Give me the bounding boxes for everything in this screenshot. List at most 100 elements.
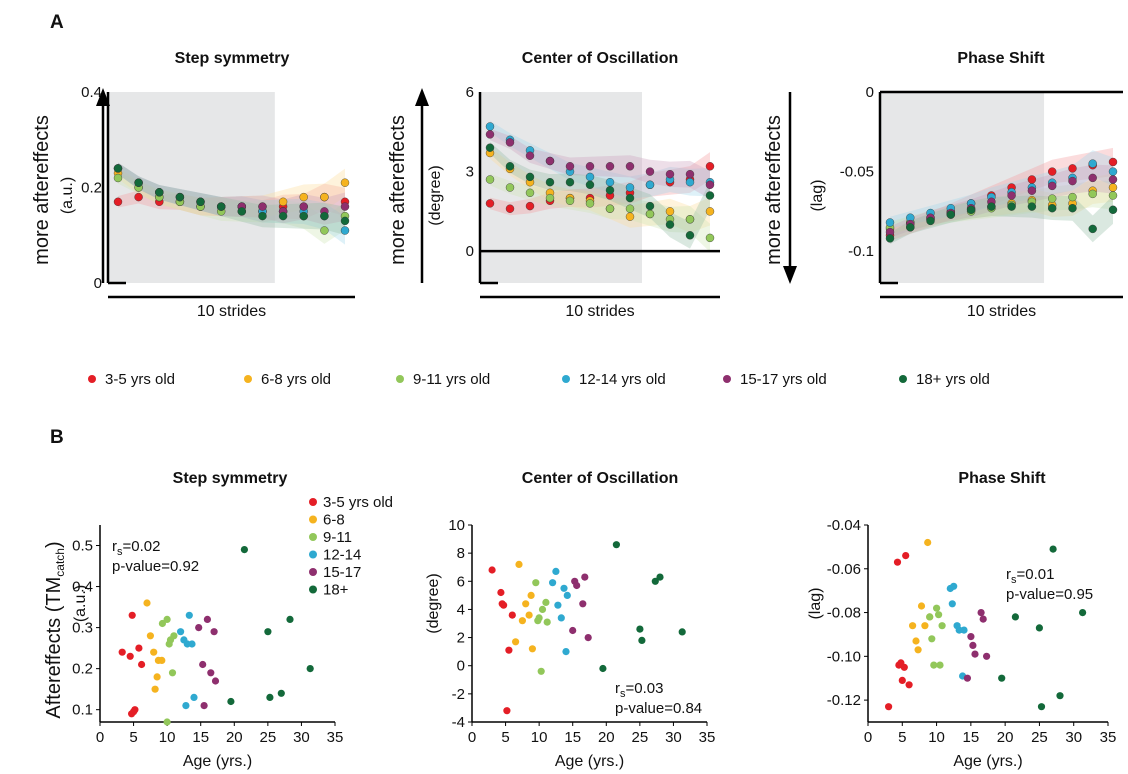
chart-b2-xtick-label: 10	[928, 729, 945, 746]
chart-b0-point-12-14-yrs-old	[182, 702, 190, 710]
chart-b1-point-9-11-yrs-old	[542, 598, 550, 607]
chart-b-step-symmetry: Step symmetry 0 5 10 15 20 25 30 35 0.1 0.2 0.3 0.4 0…	[43, 470, 343, 770]
chart-1-point-18-yrs-old	[605, 185, 615, 195]
chart-b0-point-18-yrs-old	[306, 665, 314, 673]
chart-b0-stat-r: rs=0.02	[112, 538, 160, 558]
chart-b2-point-15-17-yrs-old	[963, 674, 972, 682]
chart-b2-point-12-14-yrs-old	[948, 600, 956, 608]
chart-2-band-9-11-yrs-old	[890, 180, 1113, 234]
chart-b2-point-15-17-yrs-old	[979, 615, 987, 623]
chart-b1-point-3-5-yrs-old	[508, 611, 516, 619]
chart-b2-title: Phase Shift	[958, 470, 1046, 487]
chart-2-ytick-label: 0	[866, 84, 874, 101]
stat-r-value: =0.01	[1017, 566, 1055, 583]
chart-b0-point-9-11-yrs-old	[158, 619, 166, 628]
chart-0-point-18-yrs-old	[134, 178, 143, 187]
chart-b2-point-18-yrs-old	[1035, 624, 1043, 632]
chart-b1-ytick-label: 2	[457, 630, 465, 647]
chart-0-point-15-17-yrs-old	[299, 202, 308, 211]
chart-2-point-18-yrs-old	[1088, 224, 1097, 234]
chart-b1-xtick-label: 5	[501, 729, 509, 746]
chart-b2-point-6-8-yrs-old	[921, 622, 929, 630]
chart-b0-point-3-5-yrs-old	[130, 708, 138, 716]
chart-b2-point-9-11-yrs-old	[936, 661, 944, 669]
chart-1-point-18-yrs-old	[485, 143, 495, 152]
chart-b1-point-15-17-yrs-old	[573, 581, 581, 590]
chart-b1-point-12-14-yrs-old	[557, 614, 565, 622]
chart-1-point-12-14-yrs-old	[685, 177, 695, 187]
stat-r-sub: s	[117, 546, 123, 558]
chart-0-point-3-5-yrs-old	[134, 192, 143, 202]
stat-r-letter: r	[112, 538, 117, 555]
legend-b-label-12-14: 12-14	[323, 547, 361, 564]
chart-b2-xtick-label: 30	[1065, 729, 1082, 746]
chart-0-point-15-17-yrs-old	[258, 202, 267, 211]
chart-0-point-6-8-yrs-old	[278, 197, 288, 207]
chart-2-ytick-label: -0.1	[848, 243, 874, 260]
chart-a-center-of-oscillation: Center of Oscillation 0 3 6 10 strides (degre…	[387, 50, 720, 320]
chart-b2-point-6-8-yrs-old	[914, 646, 922, 654]
chart-1-point-15-17-yrs-old	[525, 151, 535, 160]
chart-1-point-9-11-yrs-old	[485, 175, 495, 184]
chart-b1-point-15-17-yrs-old	[581, 573, 589, 581]
chart-1-point-6-8-yrs-old	[705, 207, 715, 216]
chart-b1-point-12-14-yrs-old	[554, 601, 562, 609]
chart-b0-point-12-14-yrs-old	[185, 611, 193, 619]
chart-1-point-9-11-yrs-old	[625, 204, 635, 213]
chart-1-band-6-8-yrs-old	[490, 147, 710, 233]
legend-label-18-yrs-old: 18+ yrs old	[916, 371, 990, 388]
chart-b1-point-12-14-yrs-old	[560, 584, 568, 592]
legend-marker-6-8-yrs-old	[244, 375, 252, 383]
chart-1-point-12-14-yrs-old	[645, 180, 655, 190]
chart-b1-ytick-label: 4	[457, 601, 465, 618]
chart-0-band-3-5-yrs-old	[118, 183, 345, 223]
chart-2-point-18-yrs-old	[987, 202, 996, 211]
chart-0-title: Step symmetry	[175, 50, 290, 67]
chart-2-shade	[880, 92, 1045, 283]
legend-label-15-17-yrs-old: 15-17 yrs old	[740, 371, 827, 388]
legend-b-label-9-11: 9-11	[323, 529, 352, 546]
chart-b1-point-15-17-yrs-old	[584, 634, 592, 642]
chart-1-point-18-yrs-old	[625, 193, 635, 203]
chart-1-point-15-17-yrs-old	[485, 130, 495, 139]
chart-b0-ytick-label: 0.4	[72, 579, 93, 596]
chart-1-point-12-14-yrs-old	[485, 122, 495, 131]
chart-2-point-15-17-yrs-old	[1027, 186, 1037, 195]
chart-b0-point-9-11-yrs-old	[163, 718, 171, 726]
chart-b2-point-12-14-yrs-old	[960, 626, 968, 634]
chart-b1-y-label: (degree)	[425, 573, 442, 633]
chart-b1-point-6-8-yrs-old	[511, 638, 520, 646]
y-label-2-main: Aftereffects (TM	[43, 577, 65, 719]
chart-b0-point-15-17-yrs-old	[195, 624, 203, 632]
chart-1-point-18-yrs-old	[545, 177, 555, 187]
chart-b2-point-18-yrs-old	[998, 674, 1006, 682]
chart-2-band-15-17-yrs-old	[890, 164, 1113, 238]
stat-r-value: =0.03	[626, 680, 664, 697]
chart-b0-point-6-8-yrs-old	[146, 632, 154, 640]
chart-b2-stat-r: rs=0.01	[1006, 566, 1054, 586]
legend-b-marker-18	[309, 585, 317, 594]
chart-2-point-15-17-yrs-old	[1108, 175, 1118, 184]
chart-b0-point-6-8-yrs-old	[153, 673, 161, 681]
chart-2-point-9-11-yrs-old	[1047, 194, 1057, 203]
chart-0-point-9-11-yrs-old	[113, 173, 123, 183]
chart-2-point-15-17-yrs-old	[1088, 173, 1097, 183]
chart-b1-point-15-17-yrs-old	[569, 626, 577, 635]
chart-0-side-label: more aftereffects	[31, 115, 53, 265]
chart-b0-point-15-17-yrs-old	[199, 660, 207, 669]
chart-2-ytick-label: -0.05	[840, 164, 874, 181]
chart-b2-point-6-8-yrs-old	[924, 538, 932, 547]
y-label-2-sub: catch	[53, 548, 67, 577]
chart-b2-point-18-yrs-old	[1056, 692, 1064, 700]
chart-b0-ytick-label: 0.5	[72, 538, 93, 555]
chart-b2-point-3-5-yrs-old	[898, 676, 906, 685]
chart-2-point-6-8-yrs-old	[1108, 183, 1118, 192]
chart-2-point-15-17-yrs-old	[1068, 176, 1077, 186]
chart-b1-ytick-label: 6	[457, 573, 465, 590]
chart-2-point-18-yrs-old	[1007, 202, 1016, 211]
chart-b1-point-18-yrs-old	[678, 628, 686, 636]
chart-2-point-12-14-yrs-old	[885, 218, 895, 227]
chart-b1-xtick-label: 25	[632, 729, 649, 746]
chart-b2-point-9-11-yrs-old	[933, 604, 941, 612]
